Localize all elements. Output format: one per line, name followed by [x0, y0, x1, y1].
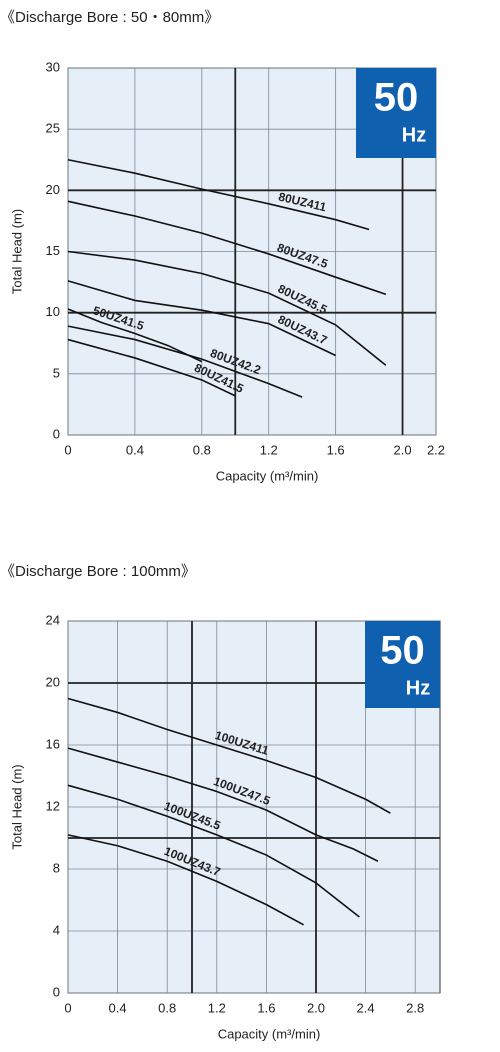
- x-tick-label: 0.8: [193, 442, 211, 457]
- chart-title: 《Discharge Bore : 100mm》: [0, 563, 196, 580]
- y-axis-label: Total Head (m): [9, 764, 24, 849]
- curve: [67, 747, 379, 862]
- y-tick-label: 5: [53, 365, 60, 380]
- badge-value: 50: [374, 76, 419, 120]
- x-tick-label: 2.0: [307, 1000, 325, 1015]
- x-tick-label: 2.2: [427, 442, 445, 457]
- x-tick-label: 0.8: [158, 1000, 176, 1015]
- badge-value: 50: [380, 629, 425, 673]
- y-tick-label: 8: [53, 860, 60, 875]
- badge: [365, 621, 440, 708]
- curve: [67, 325, 303, 398]
- curve: [67, 250, 387, 366]
- curve: [67, 338, 236, 397]
- x-axis-label: Capacity (m³/min): [218, 1026, 321, 1041]
- curve: [67, 158, 370, 231]
- badge-unit: Hz: [406, 677, 430, 699]
- x-tick-label: 2.0: [394, 442, 412, 457]
- x-tick-label: 0: [64, 442, 71, 457]
- x-tick-label: 0: [64, 1000, 71, 1015]
- chart-title: 《Discharge Bore : 50・80mm》: [0, 9, 219, 26]
- curve: [67, 784, 360, 918]
- curve: [67, 697, 391, 814]
- badge-unit: Hz: [402, 124, 426, 146]
- y-tick-label: 24: [46, 612, 60, 627]
- y-tick-label: 20: [46, 182, 60, 197]
- y-axis-label: Total Head (m): [9, 209, 24, 294]
- y-tick-label: 10: [46, 304, 60, 319]
- badge: [356, 68, 436, 158]
- curve: [67, 308, 203, 363]
- y-tick-label: 4: [53, 922, 60, 937]
- x-tick-label: 1.2: [260, 442, 278, 457]
- x-tick-label: 1.6: [327, 442, 345, 457]
- y-tick-label: 15: [46, 243, 60, 258]
- x-axis-label: Capacity (m³/min): [216, 468, 319, 483]
- y-tick-label: 0: [53, 984, 60, 999]
- x-tick-label: 1.2: [208, 1000, 226, 1015]
- x-tick-label: 2.4: [357, 1000, 375, 1015]
- curve: [67, 280, 336, 357]
- curve: [67, 200, 387, 296]
- y-tick-label: 20: [46, 674, 60, 689]
- x-tick-label: 1.6: [257, 1000, 275, 1015]
- x-tick-label: 2.8: [406, 1000, 424, 1015]
- y-tick-label: 12: [46, 798, 60, 813]
- curve: [67, 834, 304, 926]
- y-tick-label: 16: [46, 736, 60, 751]
- y-tick-label: 25: [46, 121, 60, 136]
- x-tick-label: 0.4: [109, 1000, 127, 1015]
- x-tick-label: 0.4: [126, 442, 144, 457]
- y-tick-label: 30: [46, 59, 60, 74]
- y-tick-label: 0: [53, 426, 60, 441]
